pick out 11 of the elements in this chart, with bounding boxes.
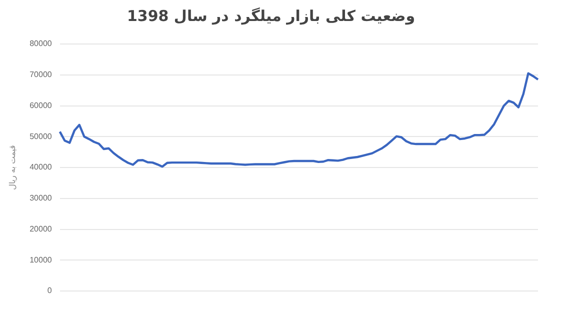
y-tick-label: 70000 [30, 70, 52, 80]
y-axis-title: قیمت به ریال [8, 145, 17, 190]
y-tick-label: 0 [47, 286, 52, 296]
y-tick-label: 50000 [30, 132, 52, 141]
y-tick-label: 10000 [30, 255, 52, 264]
y-tick-label: 80000 [30, 39, 52, 48]
y-tick-label: 40000 [30, 162, 52, 172]
chart-title: وضعیت کلی بازار میلگرد در سال 1398 [126, 6, 416, 25]
y-tick-label: 30000 [30, 194, 52, 203]
y-tick-label: 20000 [30, 224, 52, 234]
y-tick-label: 60000 [30, 100, 52, 110]
